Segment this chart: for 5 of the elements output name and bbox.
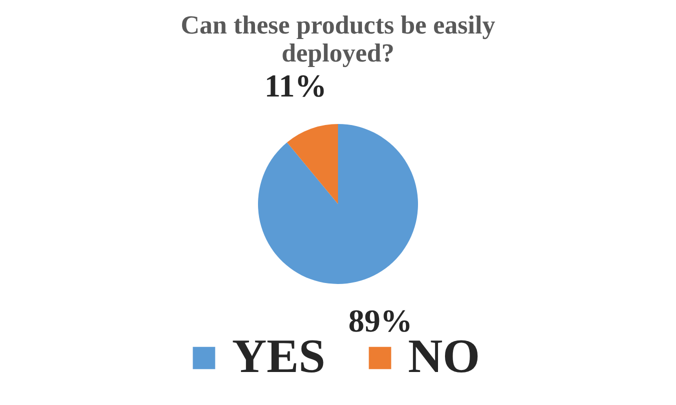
pie-slice xyxy=(258,124,418,284)
data-label: 11% xyxy=(264,67,327,104)
legend-label: YES xyxy=(232,330,326,383)
pie-slice xyxy=(287,124,338,204)
chart-title: Can these products be easily deployed? xyxy=(180,10,496,68)
